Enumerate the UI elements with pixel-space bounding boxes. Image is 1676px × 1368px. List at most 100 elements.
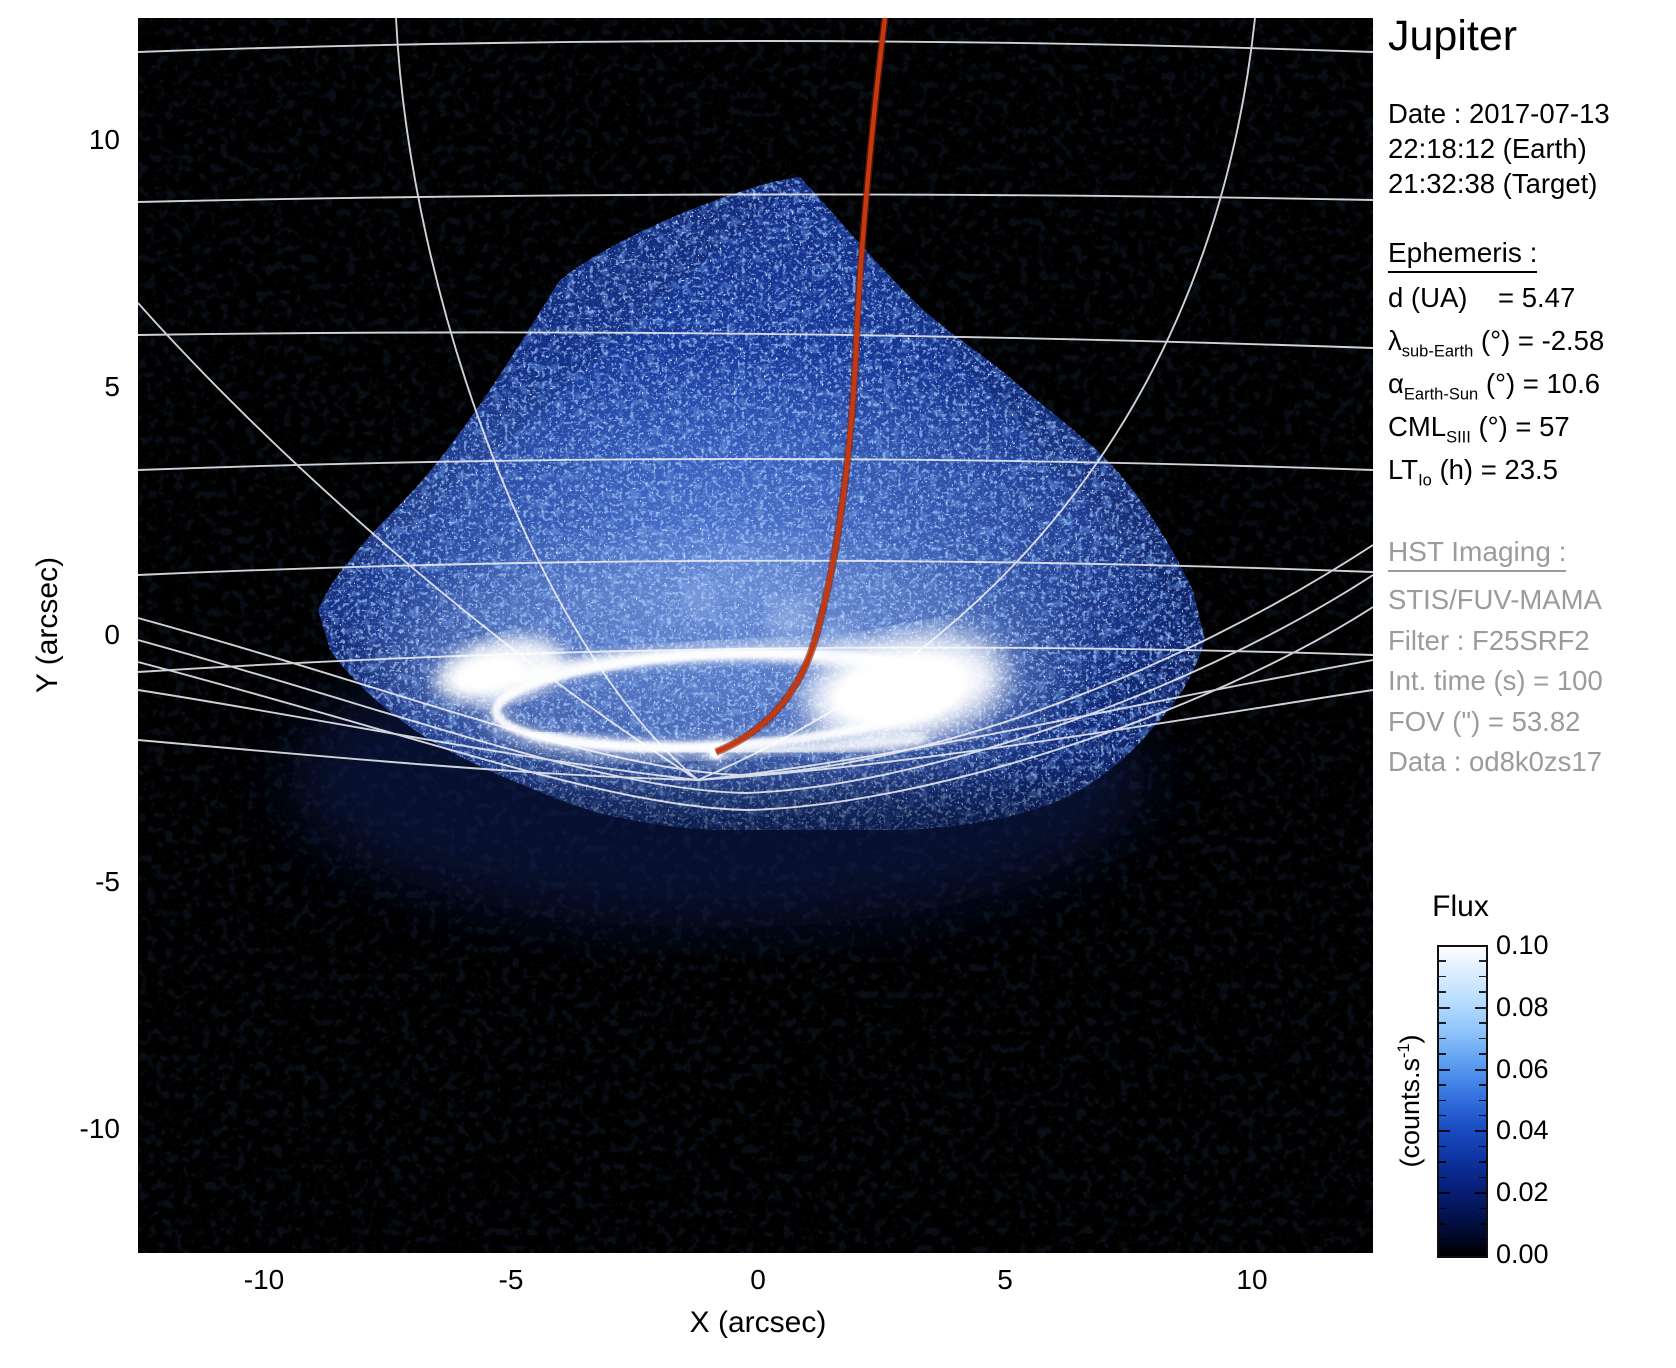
hst-imaging-line: Filter : F25SRF2 [1388,624,1590,656]
date-line: Date : 2017-07-13 [1388,98,1610,129]
colorbar-tick-label: 0.06 [1496,1053,1549,1084]
colorbar-tick-right [1479,1223,1486,1225]
colorbar-tick-left [1439,1053,1446,1055]
colorbar-tick-left [1439,1037,1446,1040]
colorbar-tick-left [1439,1068,1450,1071]
ephemeris-list: d (UA) = 5.47 λsub-Earth (°) = -2.58 αEart… [1388,282,1604,497]
colorbar-tick-left [1439,1161,1446,1163]
y-tick-label: 0 [104,619,120,650]
ephemeris-text: (h) = 23.5 [1431,454,1558,485]
colorbar-tick-right [1479,1084,1486,1086]
colorbar-tick-label: 0.08 [1496,991,1549,1022]
ephemeris-subscript: SIII [1446,428,1471,447]
colorbar-tick-right [1479,1022,1486,1024]
ephemeris-text: (°) = -2.58 [1473,325,1605,356]
x-axis-label: X (arcsec) [689,1306,827,1339]
hst-imaging-line: Data : od8k0zs17 [1388,746,1603,777]
colorbar-tick-left [1439,1130,1450,1133]
colorbar-tick-label: 0.00 [1496,1239,1549,1269]
colorbar-tick-left [1439,1022,1446,1024]
colorbar-tick-right [1475,1006,1486,1009]
ephemeris-heading: Ephemeris : [1388,237,1538,273]
colorbar-tick-right [1475,1130,1486,1133]
io-track-curve [714,17,889,756]
colorbar-gradient [1437,945,1488,1258]
ephemeris-subscript: sub-Earth [1401,342,1474,361]
colorbar-tick-left [1439,1114,1446,1117]
colorbar-tick-left [1439,975,1446,978]
colorbar-tick-left [1439,1145,1446,1148]
ephemeris-line: αEarth-Sun (°) = 10.6 [1388,368,1604,411]
colorbar-tick-right [1479,991,1486,993]
hst-imaging-line: FOV (") = 53.82 [1388,705,1581,737]
colorbar-tick-right [1479,1238,1486,1241]
ephemeris-text: α [1388,368,1404,399]
colorbar-tick-right [1479,1207,1486,1210]
auroral-oval [435,584,1006,767]
x-tick-label: -10 [243,1264,285,1295]
x-tick-label: 10 [1236,1264,1268,1295]
x-tick-label: 0 [750,1264,766,1295]
colorbar-tick-right [1475,1192,1486,1195]
colorbar-tick-right [1479,960,1486,962]
colorbar-tick-left [1439,1223,1446,1225]
ephemeris-text: d (UA) = 5.47 [1388,282,1576,313]
colorbar-tick-left [1439,1207,1446,1210]
colorbar-tick-label: 0.04 [1496,1115,1549,1146]
colorbar-tick-right [1479,1053,1486,1055]
ephemeris-subscript: Io [1418,471,1432,490]
colorbar-tick-right [1475,1068,1486,1071]
ephemeris-subscript: Earth-Sun [1403,385,1479,404]
y-tick-label: -10 [79,1113,120,1144]
faint-emission-patch [684,584,716,616]
faint-emission-patch [768,598,812,642]
colorbar-tick-right [1479,975,1486,978]
figure-title: Jupiter [1388,12,1518,60]
colorbar-unit-exponent: -1 [1395,1043,1413,1058]
colorbar-tick-label: 0.10 [1496,930,1549,960]
ephemeris-line: λsub-Earth (°) = -2.58 [1388,325,1604,368]
ephemeris-text: (°) = 10.6 [1478,368,1601,399]
y-tick-label: 5 [104,371,120,402]
x-tick-label: 5 [997,1264,1013,1295]
colorbar-unit-label: (counts.s-1) [1395,981,1425,1221]
colorbar-tick-right [1479,1176,1486,1179]
colorbar-tick-right [1479,1161,1486,1163]
colorbar-tick-right [1479,1099,1486,1101]
plot-canvas [137,17,1374,1253]
colorbar-tick-label: 0.02 [1496,1177,1549,1208]
colorbar-tick-right [1479,1114,1486,1117]
ephemeris-text: LT [1388,454,1419,485]
ephemeris-line: LTIo (h) = 23.5 [1388,454,1604,497]
colorbar-unit-prefix: (counts.s [1395,1057,1425,1168]
faint-emission-patch [821,619,859,657]
colorbar-tick-right [1479,1145,1486,1148]
colorbar-unit-suffix: ) [1395,1034,1425,1044]
colorbar-tick-left [1439,1099,1446,1101]
colorbar-tick-left [1439,1084,1446,1086]
colorbar-tick-left [1439,1192,1450,1195]
colorbar-tick-left [1439,1006,1450,1009]
hst-imaging-line: STIS/FUV-MAMA [1388,584,1602,615]
y-tick-label: -5 [95,866,120,897]
colorbar-tick-left [1439,991,1446,993]
ephemeris-text: CML [1388,411,1447,442]
observation-date-block: Date : 2017-07-13 22:18:12 (Earth) 21:32… [1388,96,1610,201]
ephemeris-text: λ [1388,325,1402,356]
y-tick-label: 10 [88,124,120,155]
ephemeris-text: (°) = 57 [1470,411,1570,442]
colorbar-tick-right [1479,1037,1486,1040]
image-plot-area [137,17,1374,1253]
target-time-line: 21:32:38 (Target) [1388,168,1598,199]
hst-imaging-list: STIS/FUV-MAMA Filter : F25SRF2 Int. time (… [1388,580,1603,783]
hst-imaging-heading: HST Imaging : [1388,536,1567,572]
colorbar-title: Flux [1432,890,1489,923]
colorbar-tick-left [1439,1176,1446,1179]
colorbar-tick-left [1439,1238,1446,1241]
ephemeris-line: d (UA) = 5.47 [1388,282,1604,325]
earth-time-line: 22:18:12 (Earth) [1388,133,1587,164]
x-tick-label: -5 [498,1264,524,1295]
hst-imaging-line: Int. time (s) = 100 [1388,665,1603,696]
ephemeris-line: CMLSIII (°) = 57 [1388,411,1604,454]
colorbar-tick-left [1439,960,1446,962]
